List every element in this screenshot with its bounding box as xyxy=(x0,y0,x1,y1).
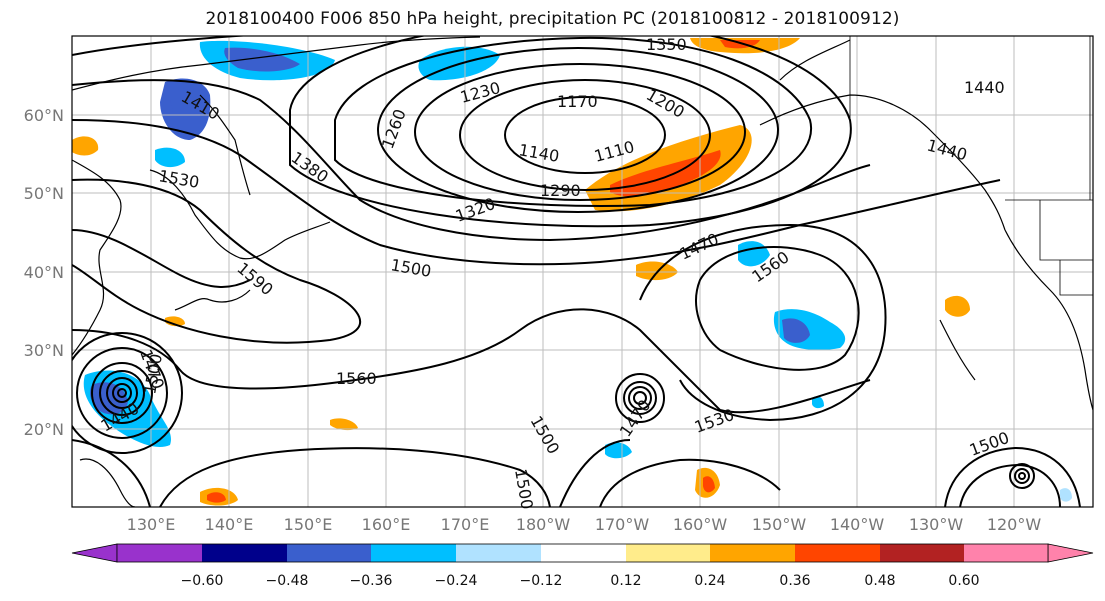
precip-shading xyxy=(72,38,1072,506)
coastlines xyxy=(72,36,1093,507)
contour-label: 1440 xyxy=(964,78,1005,97)
lon-label: 120°W xyxy=(987,515,1042,534)
colorbar-segment xyxy=(456,544,541,562)
colorbar-tick-label: 0.24 xyxy=(694,573,725,589)
colorbar-tick-label: 0.60 xyxy=(948,573,979,589)
contour-label: 1500 xyxy=(527,413,564,458)
colorbar-segment xyxy=(626,544,710,562)
colorbar-segment xyxy=(880,544,964,562)
colorbar-segment xyxy=(202,544,287,562)
colorbar-extend-min xyxy=(71,543,118,563)
lon-label: 160°W xyxy=(673,515,728,534)
height-contours xyxy=(72,36,1081,507)
colorbar-extend-max xyxy=(1047,543,1094,563)
lon-label: 130°E xyxy=(127,515,176,534)
lon-label: 130°W xyxy=(909,515,964,534)
lat-label: 50°N xyxy=(24,184,64,203)
contour-label: 1440 xyxy=(925,136,969,165)
colorbar-tick-label: 0.12 xyxy=(610,573,641,589)
lon-label: 150°E xyxy=(284,515,333,534)
lat-label: 60°N xyxy=(24,106,64,125)
lon-label: 140°W xyxy=(830,515,885,534)
map-frame xyxy=(71,35,1094,508)
colorbar-segment xyxy=(371,544,456,562)
latitude-labels: 60°N 50°N 40°N 30°N 20°N xyxy=(24,106,64,439)
contour-label: 1530 xyxy=(692,405,737,437)
contour-label: 1200 xyxy=(643,85,688,122)
plot-title: 2018100400 F006 850 hPa height, precipit… xyxy=(205,9,900,29)
lon-label: 170°W xyxy=(595,515,650,534)
lon-label: 170°E xyxy=(441,515,490,534)
colorbar-segment xyxy=(795,544,880,562)
longitude-labels: 130°E 140°E 150°E 160°E 170°E 180°W 170°… xyxy=(127,515,1042,534)
colorbar-tick-label: −0.12 xyxy=(520,573,563,589)
lat-label: 20°N xyxy=(24,420,64,439)
lat-label: 30°N xyxy=(24,341,64,360)
colorbar: −0.60 −0.48 −0.36 −0.24 −0.12 0.12 0.24 … xyxy=(71,543,1094,589)
contour-label: 1290 xyxy=(540,181,581,200)
contour-label: 1560 xyxy=(336,369,377,388)
lon-label: 150°W xyxy=(752,515,807,534)
contour-label: 1140 xyxy=(517,140,560,166)
contour-labels: 1350 1410 1230 1170 1200 1260 1140 1110 … xyxy=(98,35,1012,511)
lat-label: 40°N xyxy=(24,263,64,282)
colorbar-tick-label: −0.36 xyxy=(350,573,393,589)
colorbar-tick-label: 0.36 xyxy=(779,573,810,589)
contour-label: 1380 xyxy=(288,148,332,187)
contour-label: 1350 xyxy=(646,35,687,54)
colorbar-segment xyxy=(287,544,371,562)
borders xyxy=(849,36,1093,296)
contour-label: 1500 xyxy=(967,428,1012,460)
colorbar-tick-label: −0.24 xyxy=(435,573,478,589)
contour-label: 1470 xyxy=(677,229,722,263)
colorbar-tick-label: −0.60 xyxy=(181,573,224,589)
colorbar-tick-label: −0.48 xyxy=(266,573,309,589)
colorbar-segment xyxy=(541,544,626,562)
colorbar-tick-label: 0.48 xyxy=(864,573,895,589)
contour-label: 1170 xyxy=(557,92,598,111)
colorbar-segment xyxy=(710,544,795,562)
lon-label: 160°E xyxy=(362,515,411,534)
colorbar-segment xyxy=(964,544,1048,562)
colorbar-segment xyxy=(117,544,202,562)
lon-label: 140°E xyxy=(205,515,254,534)
contour-label: 1500 xyxy=(511,467,537,510)
lon-label: 180°W xyxy=(516,515,571,534)
contour-label: 1590 xyxy=(233,259,276,300)
contour-label: 1110 xyxy=(592,137,636,166)
contour-label: 1530 xyxy=(157,166,200,192)
contour-label: 1500 xyxy=(389,255,432,281)
